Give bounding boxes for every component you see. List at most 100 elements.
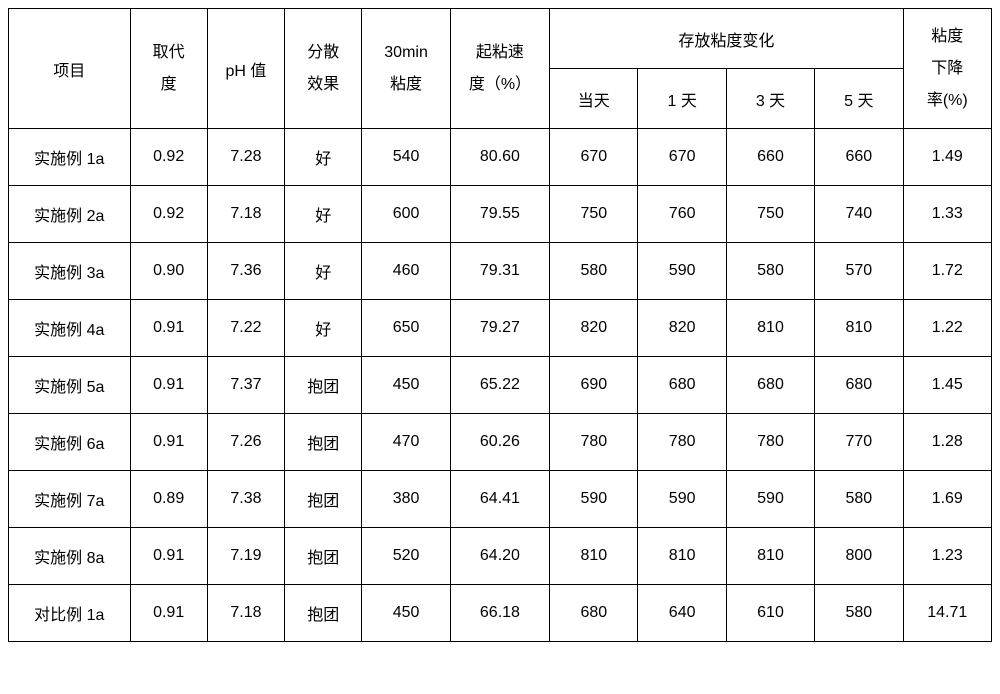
- cell-drop: 1.69: [903, 471, 991, 528]
- cell-d1: 780: [638, 414, 726, 471]
- table-row: 实施例 7a0.897.38抱团38064.415905905905801.69: [9, 471, 992, 528]
- cell-v30: 540: [362, 129, 450, 186]
- cell-disp: 好: [285, 129, 362, 186]
- cell-v30: 650: [362, 300, 450, 357]
- cell-item: 实施例 4a: [9, 300, 131, 357]
- col-header-drop: 粘度下降率(%): [903, 9, 991, 129]
- cell-d0: 580: [550, 243, 638, 300]
- cell-item: 实施例 8a: [9, 528, 131, 585]
- col-header-item: 项目: [9, 9, 131, 129]
- cell-d1: 810: [638, 528, 726, 585]
- table-row: 实施例 2a0.927.18好60079.557507607507401.33: [9, 186, 992, 243]
- cell-d3: 660: [726, 129, 814, 186]
- cell-d5: 680: [815, 357, 903, 414]
- table-row: 实施例 6a0.917.26抱团47060.267807807807701.28: [9, 414, 992, 471]
- cell-d0: 820: [550, 300, 638, 357]
- cell-d0: 780: [550, 414, 638, 471]
- cell-d3: 580: [726, 243, 814, 300]
- cell-v30: 520: [362, 528, 450, 585]
- cell-ph: 7.18: [207, 186, 284, 243]
- col-header-day5: 5 天: [815, 69, 903, 129]
- cell-d5: 660: [815, 129, 903, 186]
- cell-ph: 7.36: [207, 243, 284, 300]
- cell-v30: 600: [362, 186, 450, 243]
- cell-rate: 79.31: [450, 243, 549, 300]
- cell-d5: 580: [815, 471, 903, 528]
- cell-sub: 0.89: [130, 471, 207, 528]
- cell-rate: 64.20: [450, 528, 549, 585]
- cell-d5: 810: [815, 300, 903, 357]
- cell-v30: 460: [362, 243, 450, 300]
- cell-d3: 610: [726, 585, 814, 642]
- cell-ph: 7.28: [207, 129, 284, 186]
- table-head: 项目 取代度 pH 值 分散效果 30min粘度 起粘速度（%） 存放粘度变化 …: [9, 9, 992, 129]
- cell-d1: 760: [638, 186, 726, 243]
- cell-drop: 1.23: [903, 528, 991, 585]
- cell-ph: 7.38: [207, 471, 284, 528]
- col-header-ph: pH 值: [207, 9, 284, 129]
- cell-sub: 0.91: [130, 300, 207, 357]
- cell-d1: 820: [638, 300, 726, 357]
- cell-disp: 抱团: [285, 357, 362, 414]
- cell-rate: 80.60: [450, 129, 549, 186]
- cell-d1: 590: [638, 471, 726, 528]
- cell-sub: 0.91: [130, 357, 207, 414]
- table-row: 对比例 1a0.917.18抱团45066.1868064061058014.7…: [9, 585, 992, 642]
- table-row: 实施例 5a0.917.37抱团45065.226906806806801.45: [9, 357, 992, 414]
- cell-d3: 810: [726, 528, 814, 585]
- cell-disp: 抱团: [285, 471, 362, 528]
- cell-d0: 750: [550, 186, 638, 243]
- cell-sub: 0.90: [130, 243, 207, 300]
- cell-d0: 670: [550, 129, 638, 186]
- cell-ph: 7.26: [207, 414, 284, 471]
- cell-disp: 抱团: [285, 414, 362, 471]
- cell-rate: 79.55: [450, 186, 549, 243]
- col-header-day0: 当天: [550, 69, 638, 129]
- cell-d3: 750: [726, 186, 814, 243]
- cell-item: 实施例 7a: [9, 471, 131, 528]
- cell-disp: 好: [285, 186, 362, 243]
- cell-rate: 79.27: [450, 300, 549, 357]
- cell-rate: 64.41: [450, 471, 549, 528]
- cell-d3: 810: [726, 300, 814, 357]
- cell-d3: 780: [726, 414, 814, 471]
- cell-drop: 1.28: [903, 414, 991, 471]
- cell-d5: 570: [815, 243, 903, 300]
- cell-drop: 1.49: [903, 129, 991, 186]
- cell-d0: 810: [550, 528, 638, 585]
- cell-v30: 450: [362, 357, 450, 414]
- cell-d5: 580: [815, 585, 903, 642]
- header-row-1: 项目 取代度 pH 值 分散效果 30min粘度 起粘速度（%） 存放粘度变化 …: [9, 9, 992, 69]
- cell-ph: 7.37: [207, 357, 284, 414]
- cell-d1: 680: [638, 357, 726, 414]
- cell-rate: 65.22: [450, 357, 549, 414]
- cell-drop: 1.45: [903, 357, 991, 414]
- data-table: 项目 取代度 pH 值 分散效果 30min粘度 起粘速度（%） 存放粘度变化 …: [8, 8, 992, 642]
- cell-ph: 7.19: [207, 528, 284, 585]
- cell-disp: 好: [285, 300, 362, 357]
- cell-v30: 470: [362, 414, 450, 471]
- cell-rate: 60.26: [450, 414, 549, 471]
- col-header-substitution: 取代度: [130, 9, 207, 129]
- cell-rate: 66.18: [450, 585, 549, 642]
- cell-v30: 380: [362, 471, 450, 528]
- cell-item: 实施例 3a: [9, 243, 131, 300]
- table-row: 实施例 1a0.927.28好54080.606706706606601.49: [9, 129, 992, 186]
- cell-disp: 抱团: [285, 528, 362, 585]
- cell-sub: 0.91: [130, 585, 207, 642]
- cell-d0: 590: [550, 471, 638, 528]
- cell-item: 实施例 6a: [9, 414, 131, 471]
- cell-d5: 770: [815, 414, 903, 471]
- cell-sub: 0.92: [130, 186, 207, 243]
- cell-drop: 1.72: [903, 243, 991, 300]
- table-row: 实施例 3a0.907.36好46079.315805905805701.72: [9, 243, 992, 300]
- cell-d3: 680: [726, 357, 814, 414]
- col-header-day3: 3 天: [726, 69, 814, 129]
- cell-item: 对比例 1a: [9, 585, 131, 642]
- cell-item: 实施例 1a: [9, 129, 131, 186]
- cell-item: 实施例 2a: [9, 186, 131, 243]
- table-row: 实施例 4a0.917.22好65079.278208208108101.22: [9, 300, 992, 357]
- table-row: 实施例 8a0.917.19抱团52064.208108108108001.23: [9, 528, 992, 585]
- cell-v30: 450: [362, 585, 450, 642]
- data-table-container: 项目 取代度 pH 值 分散效果 30min粘度 起粘速度（%） 存放粘度变化 …: [8, 8, 992, 642]
